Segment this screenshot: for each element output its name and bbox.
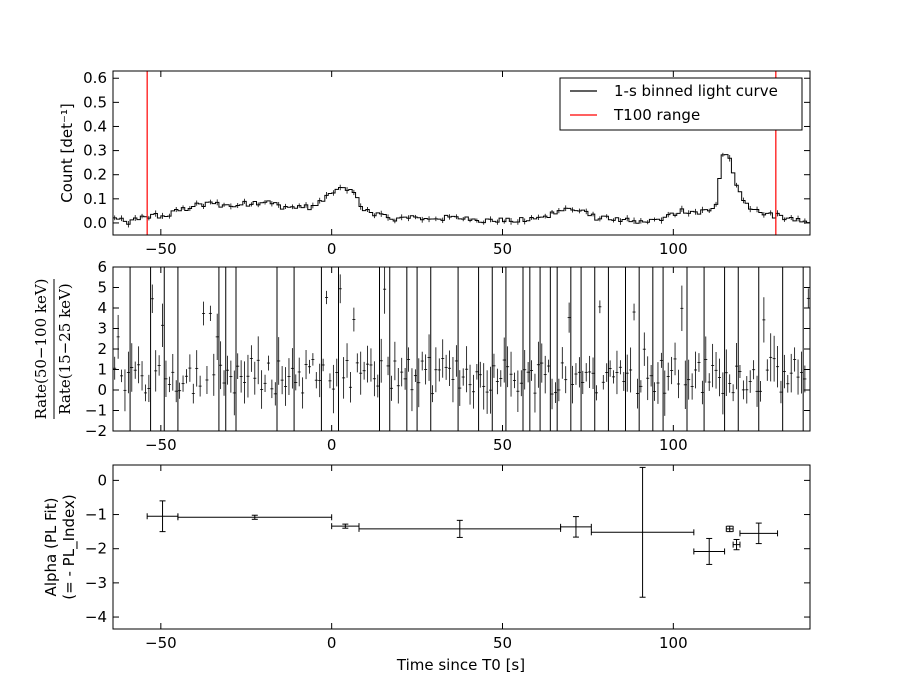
alpha-point <box>177 514 333 521</box>
alpha-point <box>725 525 734 533</box>
x-tick-label: 50 <box>493 634 512 652</box>
top-panel-ticks: −50 0 50 100 0.0 0.1 0.2 0.3 0.4 0.5 0.6 <box>83 69 810 258</box>
x-tick-label: 100 <box>659 240 688 258</box>
x-tick-label: −50 <box>145 240 177 258</box>
alpha-point <box>732 538 741 551</box>
x-tick-label: −50 <box>145 634 177 652</box>
y-tick-label: −1 <box>85 402 107 420</box>
alpha-point <box>331 523 360 530</box>
alpha-series <box>146 466 779 598</box>
light-curve-series <box>113 152 810 228</box>
y-tick-label: −3 <box>85 574 107 592</box>
y-tick-label: 0.5 <box>83 93 107 111</box>
ylabel-ratio-denominator: Rate(15−25 keV) <box>56 283 74 415</box>
panel-alpha: −50 0 50 100 −4 −3 −2 −1 0 Alpha (PL Fit) (= - P… <box>42 464 811 674</box>
ylabel-hardness-ratio: Rate(50−100 keV) Rate(15−25 keV) <box>32 278 74 419</box>
y-tick-label: 0.0 <box>83 214 107 232</box>
y-tick-label: 0.3 <box>83 142 107 160</box>
ylabel-alpha-line2: (= - PL_Index) <box>60 494 79 599</box>
y-tick-label: 0 <box>97 471 107 489</box>
alpha-point <box>560 516 592 538</box>
y-tick-label: 0.6 <box>83 69 107 87</box>
y-tick-label: 1 <box>97 361 107 379</box>
legend-label-light-curve: 1-s binned light curve <box>614 82 778 100</box>
legend: 1-s binned light curve T100 range <box>559 77 803 131</box>
y-tick-label: 4 <box>97 299 107 317</box>
legend-label-t100: T100 range <box>613 106 700 124</box>
x-tick-label: 0 <box>327 436 337 454</box>
alpha-point <box>146 500 179 533</box>
alpha-point <box>693 537 726 565</box>
ylabel-alpha-line1: Alpha (PL Fit) <box>42 498 60 597</box>
panel-frame-bottom <box>112 464 811 630</box>
y-tick-label: −1 <box>85 506 107 524</box>
y-tick-label: 0.2 <box>83 166 107 184</box>
middle-panel-ticks: −50 0 50 100 −2 −1 0 1 2 3 4 5 6 <box>85 258 810 454</box>
y-tick-label: 2 <box>97 340 107 358</box>
x-tick-label: 0 <box>327 240 337 258</box>
alpha-point <box>739 522 779 545</box>
ylabel-ratio-numerator: Rate(50−100 keV) <box>32 278 50 419</box>
ylabel-count: Count [det⁻¹] <box>58 103 76 203</box>
panel-hardness-ratio: −50 0 50 100 −2 −1 0 1 2 3 4 5 6 Rate(50−100 keV) Ra… <box>32 258 811 454</box>
panel-frame-top <box>112 70 811 236</box>
x-tick-label: 100 <box>659 634 688 652</box>
y-tick-label: 0.4 <box>83 117 107 135</box>
y-tick-label: 0.1 <box>83 190 107 208</box>
x-tick-label: 0 <box>327 634 337 652</box>
panel-light-curve: −50 0 50 100 0.0 0.1 0.2 0.3 0.4 0.5 0.6 Count [de… <box>58 69 811 258</box>
xlabel-time: Time since T0 [s] <box>396 656 525 674</box>
x-tick-label: 50 <box>493 240 512 258</box>
y-tick-label: 5 <box>97 279 107 297</box>
x-tick-label: 50 <box>493 436 512 454</box>
y-tick-label: −2 <box>85 422 107 440</box>
hardness-ratio-series <box>113 267 810 431</box>
y-tick-label: −2 <box>85 540 107 558</box>
x-tick-label: −50 <box>145 436 177 454</box>
x-tick-label: 100 <box>659 436 688 454</box>
y-tick-label: −4 <box>85 608 107 626</box>
legend-box <box>559 77 803 131</box>
y-tick-label: 0 <box>97 381 107 399</box>
bottom-panel-ticks: −50 0 50 100 −4 −3 −2 −1 0 <box>85 465 810 652</box>
alpha-point <box>358 519 562 538</box>
y-tick-label: 3 <box>97 320 107 338</box>
y-tick-label: 6 <box>97 258 107 276</box>
alpha-point <box>590 466 695 598</box>
light-curve-line <box>113 154 810 225</box>
